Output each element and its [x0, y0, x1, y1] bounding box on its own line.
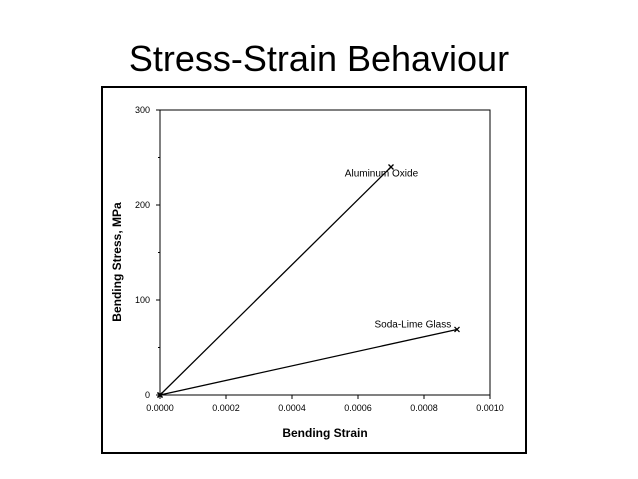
x-tick-label: 0.0004 [278, 403, 306, 413]
y-tick-label: 300 [135, 105, 150, 115]
x-axis-title: Bending Strain [282, 426, 367, 440]
y-tick-label: 0 [145, 390, 150, 400]
x-tick-label: 0.0010 [476, 403, 504, 413]
y-tick-label: 100 [135, 295, 150, 305]
series-line-0 [159, 166, 392, 396]
chart-frame [101, 86, 527, 454]
x-tick-label: 0.0000 [146, 403, 174, 413]
x-tick-label: 0.0008 [410, 403, 438, 413]
y-axis-title: Bending Stress, MPa [110, 202, 124, 322]
x-tick-label: 0.0006 [344, 403, 372, 413]
series-line-1 [159, 328, 458, 396]
x-tick-label: 0.0002 [212, 403, 240, 413]
y-tick-label: 200 [135, 200, 150, 210]
series-marker-1 [454, 326, 460, 333]
series-marker-1 [157, 392, 163, 398]
annotation-label: Aluminum Oxide [345, 169, 419, 180]
annotation-label: Soda-Lime Glass [375, 320, 452, 331]
series-marker-0 [388, 164, 394, 170]
plot-area [159, 109, 491, 396]
slide-title: Stress-Strain Behaviour [128, 38, 510, 79]
